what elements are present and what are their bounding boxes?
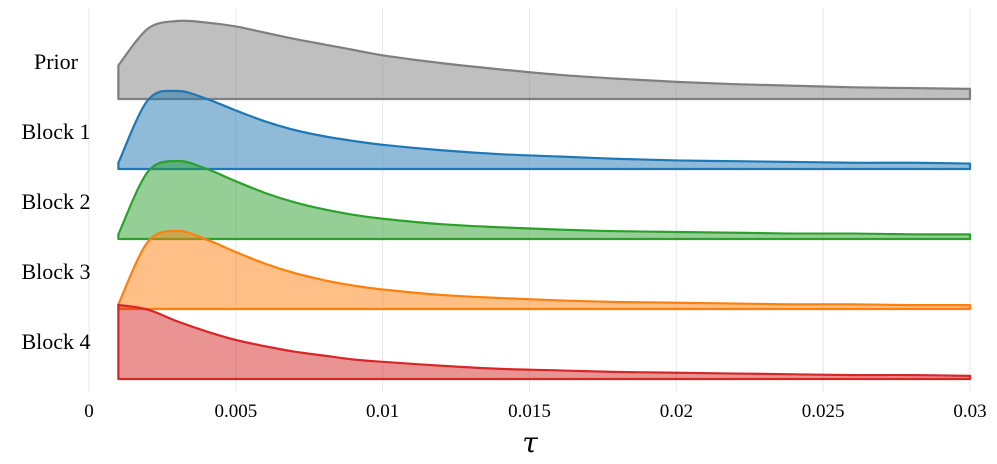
ridge-area (118, 20, 970, 99)
x-tick-label: 0.02 (660, 401, 693, 422)
x-tick-label: 0.025 (802, 401, 845, 422)
ridge-block-3 (117, 229, 972, 311)
ridge-area (118, 304, 970, 379)
series-label: Block 4 (21, 329, 90, 354)
series-label: Block 3 (21, 259, 90, 284)
x-axis-title: τ (522, 426, 538, 459)
ridge-block-1 (117, 89, 972, 171)
series-label: Block 2 (21, 189, 90, 214)
x-tick-label: 0 (84, 401, 94, 422)
ridge-outline (117, 19, 972, 101)
ridge-outline (117, 229, 972, 311)
x-tick-label: 0.03 (953, 401, 986, 422)
series-label: Prior (34, 49, 79, 74)
ridge-area (118, 160, 970, 239)
x-tick-label: 0.005 (214, 401, 257, 422)
x-tick-labels: 0 0.005 0.01 0.015 0.02 0.025 0.03 (84, 401, 986, 422)
series-label: Block 1 (21, 119, 90, 144)
ridge-outline (117, 303, 972, 381)
ridge-block-4 (117, 303, 972, 381)
x-tick-label: 0.01 (366, 401, 399, 422)
ridge-outline (117, 89, 972, 171)
ridge-block-2 (117, 159, 972, 241)
ridge-outline (117, 159, 972, 241)
series-labels: Prior Block 1 Block 2 Block 3 Block 4 (21, 49, 90, 354)
ridge-area (118, 90, 970, 169)
density-ridges (117, 19, 972, 381)
x-tick-label: 0.015 (508, 401, 551, 422)
ridge-area (118, 230, 970, 309)
ridge-prior (117, 19, 972, 101)
